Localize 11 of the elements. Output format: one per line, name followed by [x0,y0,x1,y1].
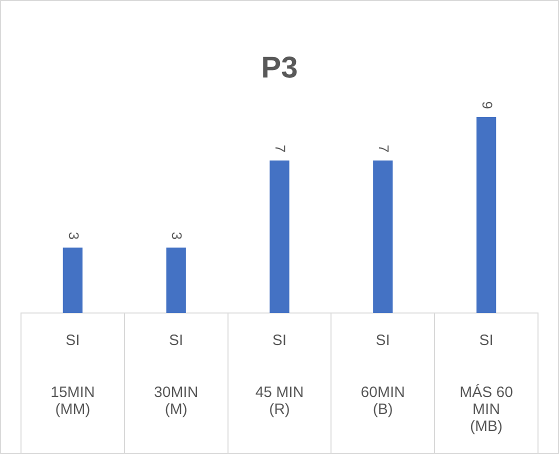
chart-title: P3 [261,51,298,84]
data-label: 3 [169,232,186,240]
category-label: SI MÁS 60 MIN (MB) [460,332,513,436]
category-label: SI 60MIN (B) [360,332,405,418]
data-label: 9 [479,101,496,110]
category-label: SI 15MIN (MM) [50,332,95,418]
data-label: 7 [272,144,289,153]
data-label: 3 [66,232,82,240]
data-label: 7 [376,144,392,153]
category-label: SI 45 MIN (R) [255,332,304,418]
category-label: SI 30MIN (M) [154,332,198,418]
